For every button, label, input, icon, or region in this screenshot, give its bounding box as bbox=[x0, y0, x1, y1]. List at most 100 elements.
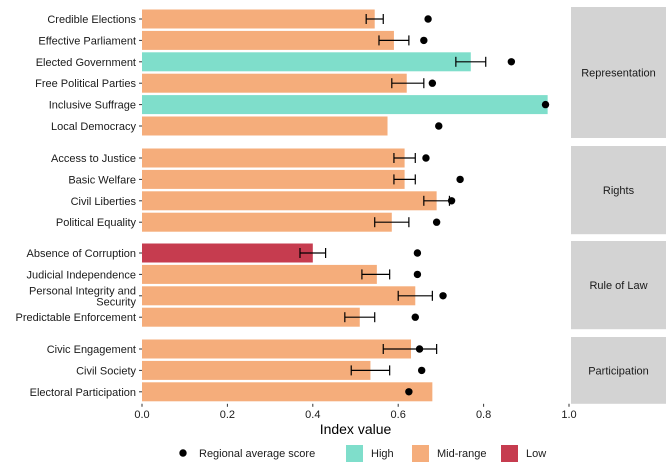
category-label: Political Equality bbox=[56, 217, 137, 229]
bar-row: Local Democracy bbox=[51, 116, 443, 136]
error-bar bbox=[397, 290, 433, 301]
legend-label: Mid-range bbox=[437, 448, 487, 460]
error-bar bbox=[350, 365, 391, 376]
facet-label: Rights bbox=[603, 185, 635, 197]
x-tick-label: 0.4 bbox=[305, 409, 320, 421]
error-bar bbox=[393, 153, 416, 163]
bar-row: Predictable Enforcement bbox=[16, 307, 419, 327]
category-label: Absence of Corruption bbox=[27, 248, 136, 260]
facet-strip bbox=[571, 337, 666, 404]
category-label: Credible Elections bbox=[47, 14, 136, 26]
facet-panel: Rule of Law Absence of Corruption Judicial… bbox=[16, 241, 666, 330]
legend-label: Low bbox=[526, 448, 546, 460]
legend-swatch bbox=[501, 445, 518, 462]
regional-average-point bbox=[405, 388, 413, 396]
category-label: Electoral Participation bbox=[30, 387, 136, 399]
regional-average-point bbox=[541, 100, 550, 109]
bar-row: Electoral Participation bbox=[30, 382, 433, 402]
bar bbox=[142, 382, 433, 402]
regional-average-point bbox=[447, 197, 456, 205]
bar-row: Access to Justice bbox=[51, 148, 430, 168]
facet-strip bbox=[571, 7, 666, 138]
bar bbox=[142, 116, 388, 136]
bar-row: Inclusive Suffrage bbox=[49, 95, 550, 115]
legend-point-key bbox=[179, 449, 187, 457]
regional-average-point bbox=[413, 270, 422, 279]
facet-label: Representation bbox=[581, 68, 656, 80]
x-tick-label: 0.0 bbox=[134, 409, 149, 421]
category-label: Civil Society bbox=[76, 365, 136, 377]
bar bbox=[142, 307, 360, 327]
regional-average-point bbox=[422, 154, 430, 162]
bar bbox=[142, 73, 407, 93]
bar bbox=[142, 95, 548, 115]
regional-average-point bbox=[507, 58, 516, 66]
error-bar bbox=[374, 217, 410, 228]
facet-strip bbox=[571, 146, 666, 235]
bar bbox=[142, 191, 437, 211]
bar-row: Personal Integrity and Security bbox=[29, 285, 447, 308]
facet-label: Participation bbox=[588, 365, 649, 377]
regional-average-point bbox=[417, 366, 426, 375]
error-bar bbox=[299, 248, 327, 258]
bar bbox=[142, 9, 375, 29]
facet-panel: Participation Civic Engagement Civil Socie… bbox=[30, 337, 666, 404]
facet-label: Rule of Law bbox=[589, 280, 647, 292]
bar-row: Elected Government bbox=[36, 52, 516, 72]
facet-strip bbox=[571, 241, 666, 330]
regional-average-point bbox=[428, 79, 437, 87]
bar-row: Civil Society bbox=[76, 360, 426, 380]
error-bar bbox=[393, 174, 416, 185]
legend-swatch bbox=[412, 445, 429, 462]
category-label: Civil Liberties bbox=[71, 196, 137, 208]
category-label: Civic Engagement bbox=[47, 344, 136, 356]
category-label: Effective Parliament bbox=[38, 35, 136, 47]
error-bar bbox=[455, 56, 487, 67]
bar bbox=[142, 169, 405, 189]
x-tick-label: 0.8 bbox=[476, 409, 491, 421]
regional-average-point bbox=[432, 218, 441, 226]
regional-average-point bbox=[456, 175, 464, 184]
bar-row: Basic Welfare bbox=[68, 169, 464, 189]
regional-average-point bbox=[439, 292, 447, 300]
error-bar bbox=[344, 312, 376, 323]
panels: Representation Credible Elections Effectiv… bbox=[16, 7, 666, 404]
regional-average-point bbox=[420, 36, 428, 45]
bar-row: Judicial Independence bbox=[27, 264, 422, 284]
category-label: Elected Government bbox=[36, 57, 136, 69]
category-label: Personal Integrity and Security bbox=[29, 285, 137, 308]
category-label: Basic Welfare bbox=[68, 174, 136, 186]
category-label: Predictable Enforcement bbox=[16, 312, 136, 324]
error-bar bbox=[361, 269, 391, 280]
x-tick-label: 1.0 bbox=[561, 409, 576, 421]
bar-row: Effective Parliament bbox=[38, 30, 428, 50]
regional-average-point bbox=[413, 249, 422, 257]
error-bar bbox=[365, 14, 384, 24]
bar bbox=[142, 212, 392, 232]
regional-average-point bbox=[424, 15, 432, 23]
bar bbox=[142, 339, 412, 359]
regional-average-point bbox=[435, 122, 443, 130]
regional-average-point bbox=[415, 345, 424, 353]
category-label: Judicial Independence bbox=[27, 269, 136, 281]
legend-swatch bbox=[346, 445, 363, 462]
bar-row: Civic Engagement bbox=[47, 339, 438, 359]
bar bbox=[142, 243, 313, 263]
bar bbox=[142, 52, 471, 72]
category-label: Inclusive Suffrage bbox=[49, 100, 136, 112]
bar-row: Political Equality bbox=[56, 212, 441, 232]
legend-label: Regional average score bbox=[199, 448, 315, 460]
x-axis: 0.0 0.2 0.4 0.6 0.8 1.0 bbox=[134, 403, 577, 421]
error-bar bbox=[378, 35, 410, 46]
error-bar bbox=[391, 78, 425, 89]
error-bar bbox=[382, 344, 438, 354]
bar-row: Absence of Corruption bbox=[27, 243, 422, 263]
regional-average-point bbox=[411, 313, 419, 321]
x-tick-label: 0.2 bbox=[220, 409, 235, 421]
bar-row: Civil Liberties bbox=[71, 191, 456, 211]
bar-row: Free Political Parties bbox=[35, 73, 437, 93]
bar-row: Credible Elections bbox=[47, 9, 432, 29]
category-label: Access to Justice bbox=[51, 153, 136, 165]
x-axis-title: Index value bbox=[320, 421, 392, 437]
